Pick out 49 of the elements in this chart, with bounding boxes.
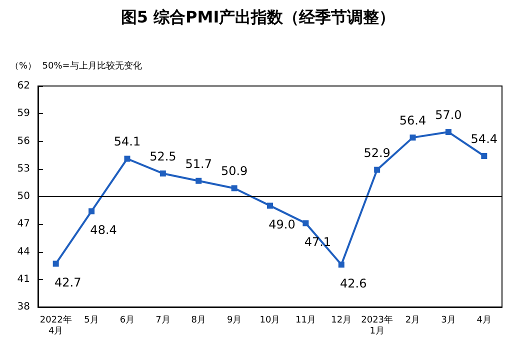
x-tick-label: 3月	[441, 316, 456, 326]
point	[410, 134, 416, 141]
point	[302, 220, 309, 226]
y-tick-label: 50	[17, 191, 30, 202]
x-tick-label: 4月	[476, 316, 492, 326]
y-tick-label: 59	[17, 108, 30, 120]
x-tick-label: 7月	[156, 316, 170, 326]
chart-title: 图5 综合PMI产出指数（经季节调整）	[120, 8, 396, 26]
data-label: 42.6	[340, 276, 367, 291]
point	[160, 170, 166, 176]
data-label: 54.1	[114, 134, 141, 149]
y-tick-label: 47	[17, 218, 30, 230]
data-label: 57.0	[435, 108, 462, 122]
y-tick-label: 41	[17, 274, 30, 285]
point	[445, 129, 452, 136]
point	[88, 208, 95, 214]
y-tick-label: 38	[17, 302, 30, 312]
y-tick-label: 56	[17, 136, 30, 147]
data-label: 49.0	[268, 218, 296, 232]
x-tick-label: 10月	[260, 316, 280, 326]
x-tick-label: 2023年 1月	[361, 314, 394, 336]
x-tick-label: 5月	[84, 316, 99, 326]
data-label: 42.7	[54, 276, 82, 290]
point	[52, 260, 59, 267]
point	[196, 178, 202, 184]
point	[481, 152, 488, 159]
y-tick-label: 53	[17, 163, 30, 174]
data-label: 56.4	[399, 114, 426, 128]
data-label: 52.5	[150, 149, 176, 164]
point	[231, 185, 238, 192]
x-tick-label: 8月	[191, 316, 206, 326]
data-label: 48.4	[90, 223, 117, 238]
x-tick-label: 2月	[405, 316, 420, 326]
x-tick-label: 12月	[331, 316, 352, 326]
y-tick-label: 44	[17, 246, 30, 258]
point	[124, 156, 130, 162]
text: （%） 50%=与上月比较无变化	[10, 60, 142, 72]
data-label: 50.9	[220, 164, 248, 178]
data-label: 52.9	[364, 146, 390, 160]
point	[338, 262, 344, 268]
point	[267, 202, 273, 209]
data-label: 51.7	[185, 156, 212, 171]
data-label: 54.4	[470, 132, 498, 146]
x-tick-label: 2022年 4月	[40, 314, 72, 336]
y-tick-label: 62	[17, 80, 30, 92]
x-tick-label: 6月	[120, 316, 135, 326]
x-tick-label: 9月	[226, 316, 242, 326]
x-tick-label: 11月	[295, 316, 316, 326]
point	[374, 166, 380, 173]
